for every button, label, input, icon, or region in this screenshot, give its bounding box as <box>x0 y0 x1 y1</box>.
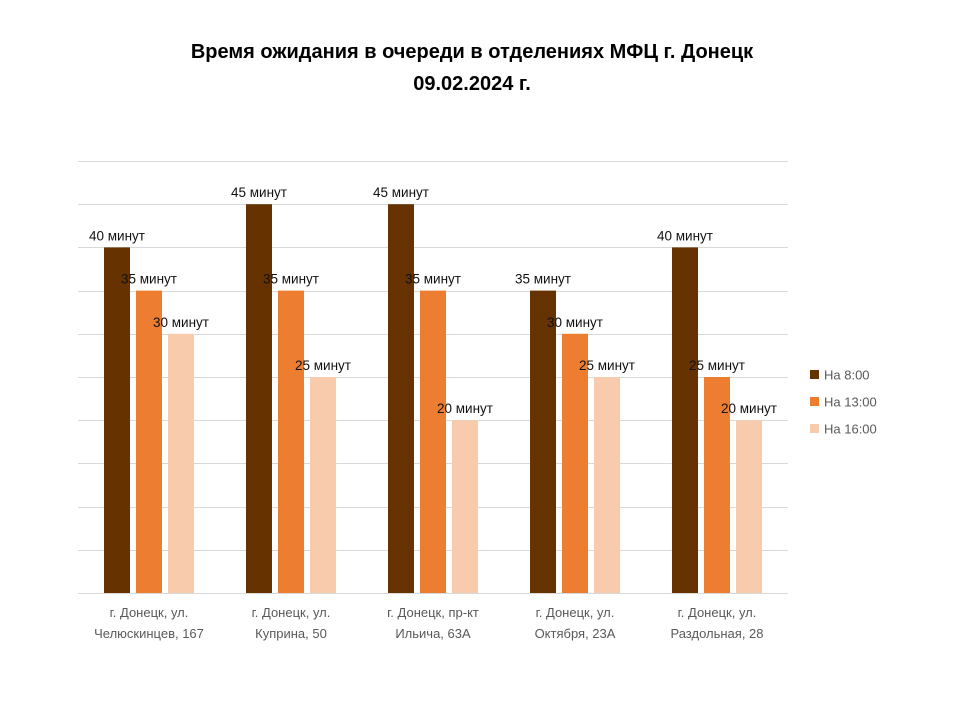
data-label: 35 минут <box>121 272 177 287</box>
data-label: 45 минут <box>231 185 287 200</box>
data-label: 20 минут <box>721 401 777 416</box>
legend-swatch <box>810 370 819 379</box>
x-tick-label: Октября, 23А <box>535 626 616 641</box>
bar <box>310 377 336 593</box>
bar <box>420 290 446 593</box>
data-label: 20 минут <box>437 401 493 416</box>
x-tick-label: г. Донецк, пр-кт <box>387 605 479 620</box>
x-tick-label: г. Донецк, ул. <box>252 605 331 620</box>
bar <box>452 420 478 593</box>
data-label: 35 минут <box>263 272 319 287</box>
data-label: 30 минут <box>153 315 209 330</box>
x-tick-label: Раздольная, 28 <box>670 626 763 641</box>
data-label: 25 минут <box>579 358 635 373</box>
legend-swatch <box>810 424 819 433</box>
data-label: 30 минут <box>547 315 603 330</box>
x-tick-label: Куприна, 50 <box>255 626 327 641</box>
x-tick-label: г. Донецк, ул. <box>536 605 615 620</box>
data-label: 40 минут <box>89 228 145 243</box>
x-tick-label: Челюскинцев, 167 <box>94 626 204 641</box>
bar <box>136 290 162 593</box>
data-label: 35 минут <box>405 272 461 287</box>
chart-title: Время ожидания в очереди в отделениях МФ… <box>190 41 754 63</box>
data-label: 35 минут <box>515 272 571 287</box>
legend-label: На 16:00 <box>824 422 877 437</box>
bar <box>246 204 272 593</box>
x-tick-label: г. Донецк, ул. <box>110 605 189 620</box>
x-tick-label: Ильича, 63А <box>395 626 471 641</box>
bar <box>388 204 414 593</box>
bar <box>530 290 556 593</box>
bar <box>168 333 194 593</box>
bar <box>562 333 588 593</box>
data-label: 25 минут <box>689 358 745 373</box>
legend-label: На 13:00 <box>824 395 877 410</box>
data-label: 25 минут <box>295 358 351 373</box>
legend-label: На 8:00 <box>824 368 870 383</box>
data-label: 45 минут <box>373 185 429 200</box>
data-label: 40 минут <box>657 228 713 243</box>
chart-subtitle: 09.02.2024 г. <box>413 73 531 95</box>
legend-swatch <box>810 397 819 406</box>
x-tick-label: г. Донецк, ул. <box>678 605 757 620</box>
bar <box>594 377 620 593</box>
bar <box>104 247 130 593</box>
bar <box>672 247 698 593</box>
bar <box>736 420 762 593</box>
bar <box>704 377 730 593</box>
bar <box>278 290 304 593</box>
